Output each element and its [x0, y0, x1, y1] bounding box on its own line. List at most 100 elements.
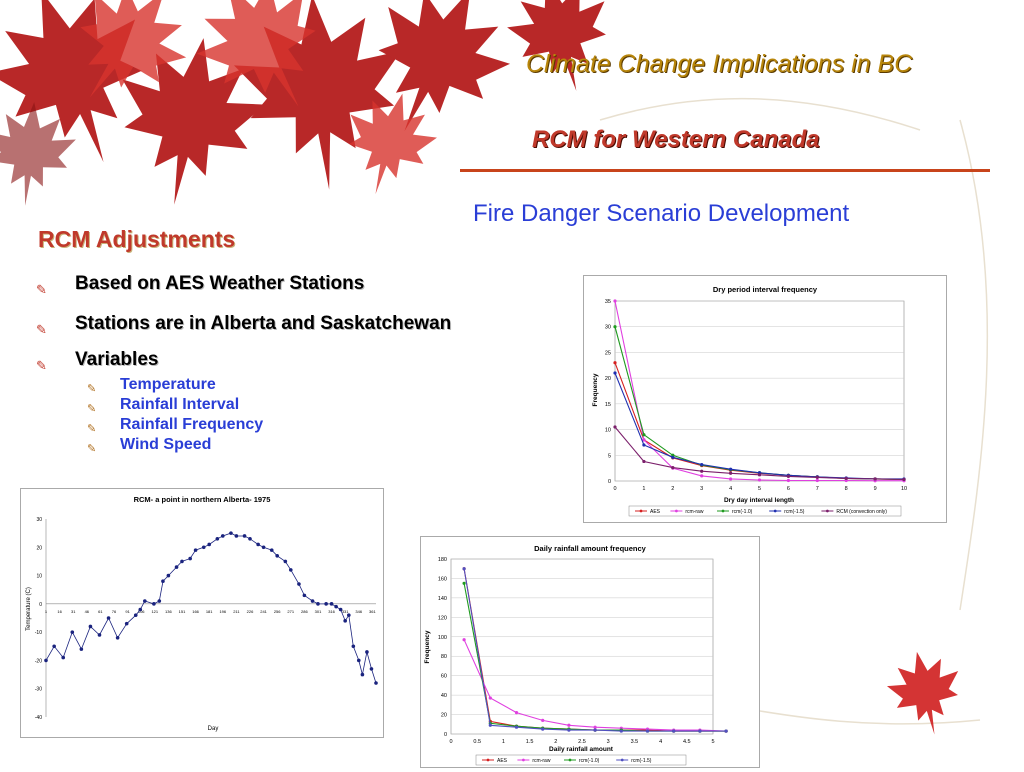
legend-marker	[773, 509, 777, 513]
y-tick-label: 160	[438, 576, 447, 582]
data-point	[724, 729, 728, 733]
data-point	[275, 553, 279, 558]
data-point	[462, 567, 466, 571]
legend-label: rcm-raw	[685, 509, 703, 515]
y-tick-label: 100	[438, 635, 447, 641]
data-point	[133, 613, 138, 617]
series-line	[614, 326, 905, 481]
x-tick-label: 4	[659, 739, 662, 745]
y-tick-label: 0	[444, 732, 447, 738]
x-tick-label: 61	[98, 609, 103, 614]
x-tick-label: 241	[260, 609, 267, 614]
data-point	[356, 658, 361, 663]
data-point	[242, 534, 247, 538]
y-tick-label: 40	[441, 693, 447, 699]
data-point	[79, 647, 84, 651]
data-point	[152, 602, 156, 606]
chart-title: Dry period interval frequency	[713, 285, 818, 294]
legend-marker	[721, 509, 725, 513]
data-point	[488, 723, 492, 727]
y-tick-label: 80	[441, 654, 447, 660]
x-axis-label: Daily rainfall amount	[549, 746, 614, 753]
x-tick-label: 76	[112, 609, 117, 614]
legend-label: rcm-raw	[532, 758, 550, 764]
legend-marker	[675, 509, 678, 513]
data-point	[234, 534, 239, 538]
y-tick-label: 35	[605, 299, 611, 305]
data-point	[115, 636, 120, 640]
x-tick-label: 10	[901, 486, 907, 492]
data-point	[613, 299, 617, 303]
data-point	[351, 644, 356, 649]
series-line	[463, 568, 727, 732]
data-point	[541, 718, 545, 722]
data-point	[786, 474, 790, 478]
y-tick-label: -30	[35, 687, 42, 693]
y-tick-label: 5	[608, 453, 611, 459]
data-point	[61, 655, 66, 660]
pen-bullet-icon: ✎	[87, 423, 97, 435]
data-point	[188, 556, 192, 561]
y-tick-label: 60	[441, 674, 447, 680]
pen-bullet-icon: ✎	[87, 403, 97, 415]
x-tick-label: 91	[125, 609, 130, 614]
data-point	[902, 477, 906, 482]
data-point	[729, 477, 733, 481]
legend-marker	[639, 509, 643, 513]
x-tick-label: 1	[45, 609, 48, 614]
data-point	[338, 607, 343, 612]
plot-area	[450, 558, 714, 735]
x-tick-label: 3	[700, 486, 703, 492]
data-point	[229, 531, 233, 535]
data-point	[329, 602, 334, 606]
x-tick-label: 196	[219, 609, 226, 614]
temperature-chart: RCM- a point in northern Alberta- 1975 T…	[26, 495, 378, 732]
y-tick-label: 20	[605, 376, 611, 382]
data-point	[700, 462, 704, 467]
y-tick-label: 20	[36, 545, 42, 551]
legend-label: rcm(-1.0)	[579, 758, 600, 764]
data-point	[488, 696, 492, 700]
data-point	[698, 729, 702, 733]
bullet-item: Based on AES Weather Stations	[75, 273, 365, 294]
data-point	[334, 604, 338, 609]
data-point	[844, 476, 848, 481]
x-tick-label: 346	[355, 609, 362, 614]
data-point	[297, 582, 301, 586]
sub-bullet-item: Temperature	[120, 376, 216, 393]
x-tick-label: 256	[274, 609, 281, 614]
pen-bullet-icon: ✎	[36, 282, 47, 297]
y-tick-label: -20	[35, 658, 42, 664]
data-point	[97, 633, 102, 637]
data-point	[88, 624, 93, 629]
y-tick-label: -10	[35, 630, 42, 636]
x-axis-label: Day	[208, 726, 219, 732]
x-tick-label: 2	[554, 739, 557, 745]
data-point	[729, 471, 733, 475]
data-point	[44, 658, 48, 663]
data-point	[261, 545, 266, 550]
x-tick-label: 3	[607, 739, 610, 745]
data-point	[757, 473, 762, 477]
y-axis-label: Frequency	[592, 373, 599, 406]
content-heading: RCM Adjustments	[38, 226, 236, 252]
title-divider	[460, 169, 990, 172]
data-point	[316, 602, 320, 606]
data-point	[671, 455, 675, 459]
x-tick-label: 4.5	[683, 739, 691, 745]
data-point	[613, 371, 617, 375]
data-point	[343, 619, 347, 623]
data-point	[613, 325, 617, 329]
x-tick-label: 0	[449, 739, 452, 745]
data-point	[593, 725, 597, 729]
y-tick-label: 0	[608, 479, 611, 485]
x-tick-label: 9	[874, 486, 877, 492]
data-point	[365, 650, 369, 654]
data-point	[613, 361, 617, 365]
data-point	[324, 602, 328, 606]
y-axis-label: Temperature (C)	[26, 587, 32, 631]
dry-period-chart-panel: Dry period interval frequency Frequency …	[583, 275, 947, 523]
bullet-item: Variables	[75, 349, 159, 370]
y-tick-label: 30	[605, 325, 611, 331]
x-tick-label: 6	[787, 486, 790, 492]
